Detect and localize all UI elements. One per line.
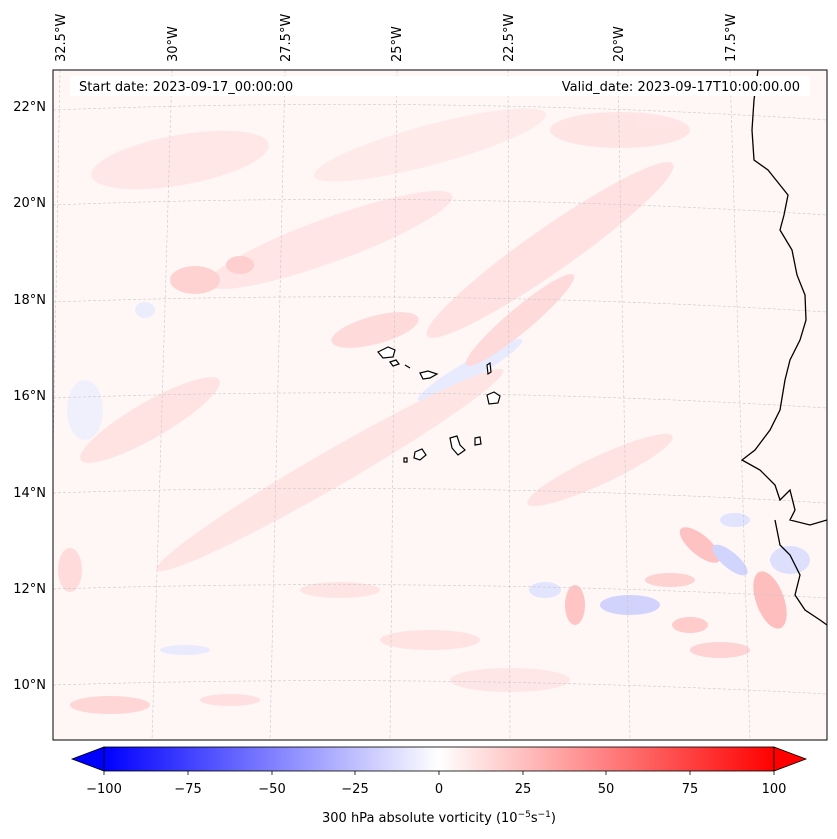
colorbar-tick: 50 — [598, 782, 615, 797]
latitude-ticks: 22°N 20°N 18°N 16°N 14°N 12°N 10°N — [13, 100, 46, 693]
vorticity-field — [58, 108, 810, 714]
lat-tick-label: 10°N — [13, 678, 46, 693]
colorbar-bar — [103, 746, 775, 772]
colorbar: −100 −75 −50 −25 0 25 50 75 100 300 hPa … — [70, 746, 808, 826]
start-date-text: Start date: 2023-09-17_00:00:00 — [79, 80, 293, 95]
colorbar-tick: −50 — [258, 782, 285, 797]
lon-tick-label: 30°W — [166, 26, 181, 62]
coastline — [740, 70, 827, 626]
colorbar-tick: 25 — [515, 782, 532, 797]
lat-tick-label: 20°N — [13, 196, 46, 211]
cape-verde-islands — [377, 346, 501, 463]
longitude-ticks: 32.5°W 30°W 27.5°W 25°W 22.5°W 20°W 17.5… — [54, 14, 739, 62]
colorbar-tick: −100 — [86, 782, 122, 797]
colorbar-tick: 0 — [435, 782, 443, 797]
lon-tick-label: 20°W — [612, 26, 627, 62]
lat-tick-label: 18°N — [13, 293, 46, 308]
lon-tick-label: 22.5°W — [502, 14, 517, 62]
lat-tick-label: 12°N — [13, 582, 46, 597]
gridlines — [53, 70, 827, 740]
colorbar-tick: 100 — [762, 782, 787, 797]
map-panel — [53, 70, 827, 740]
header-box — [70, 76, 810, 96]
lat-tick-label: 14°N — [13, 486, 46, 501]
lon-tick-label: 25°W — [390, 26, 405, 62]
colorbar-max-extend — [773, 746, 808, 772]
lat-tick-label: 22°N — [13, 100, 46, 115]
colorbar-tick: −75 — [174, 782, 201, 797]
map-border — [52, 69, 828, 741]
colorbar-label: 300 hPa absolute vorticity (10−5s−1) — [322, 810, 556, 826]
colorbar-min-extend — [70, 746, 105, 772]
lon-tick-label: 17.5°W — [724, 14, 739, 62]
lon-tick-label: 32.5°W — [54, 14, 69, 62]
colorbar-tick: 75 — [682, 782, 699, 797]
colorbar-tick: −25 — [341, 782, 368, 797]
lon-tick-label: 27.5°W — [279, 14, 294, 62]
lat-tick-label: 16°N — [13, 389, 46, 404]
valid-date-text: Valid_date: 2023-09-17T10:00:00.00 — [562, 80, 800, 95]
